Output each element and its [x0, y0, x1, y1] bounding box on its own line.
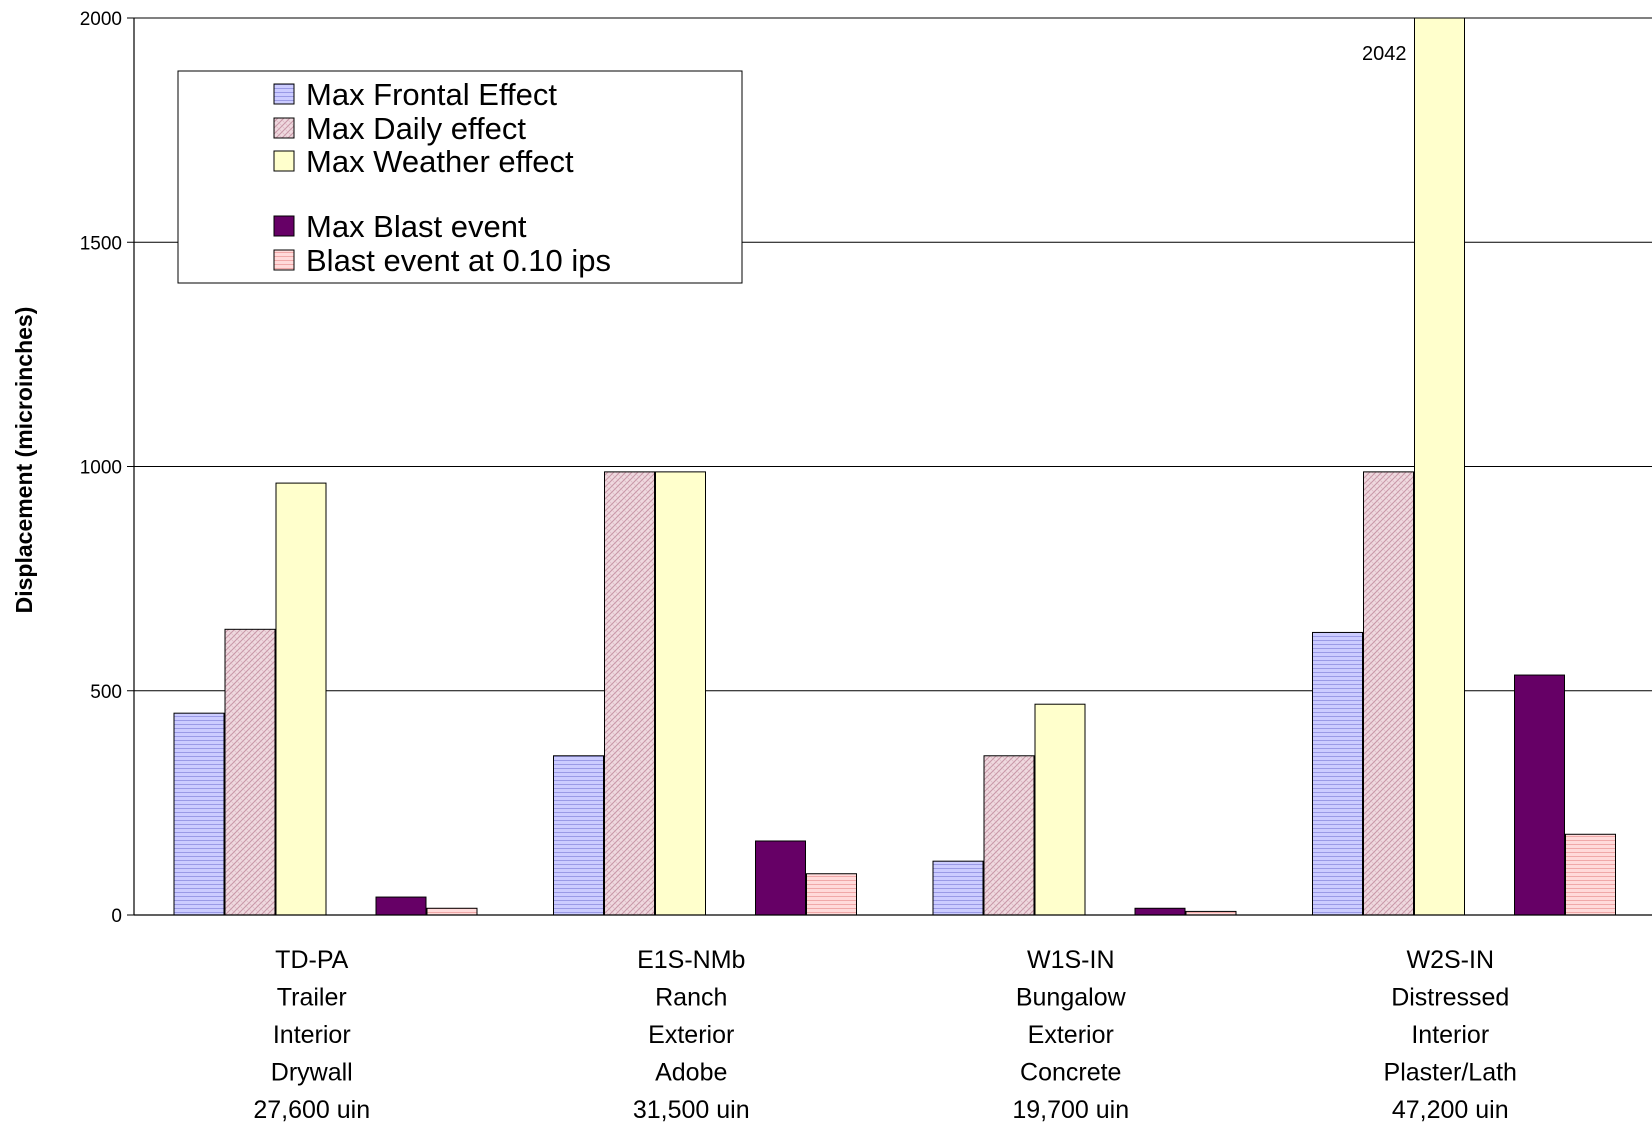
legend-swatch	[273, 215, 295, 237]
category-label: Exterior	[1028, 1021, 1114, 1049]
bar	[426, 907, 478, 916]
category-label: E1S-NMb	[637, 946, 745, 974]
category-label: 31,500 uin	[633, 1096, 750, 1124]
bar	[553, 755, 604, 916]
category-label: W1S-IN	[1027, 946, 1115, 974]
category-label: Ranch	[655, 984, 727, 1012]
data-label: 2042	[1362, 43, 1407, 65]
legend-label: Max Blast event	[306, 209, 527, 244]
legend-label: Max Frontal Effect	[306, 77, 557, 112]
legend-label: Max Daily effect	[306, 111, 526, 146]
bar	[806, 873, 857, 916]
legend-label: Max Weather effect	[306, 144, 574, 179]
y-tick-label: 2000	[80, 9, 122, 30]
category-label: Distressed	[1391, 984, 1509, 1012]
bar	[655, 471, 706, 916]
bar	[1034, 703, 1086, 916]
legend-swatch	[273, 150, 295, 172]
bar	[1312, 631, 1363, 916]
y-tick-label: 1500	[80, 233, 122, 254]
bar	[604, 471, 655, 916]
bar	[1514, 674, 1565, 916]
bar	[1134, 907, 1186, 916]
bar	[173, 712, 225, 916]
category-label: Trailer	[277, 984, 347, 1012]
bar	[1414, 17, 1465, 916]
bar	[1363, 471, 1414, 916]
legend-box	[177, 70, 743, 284]
category-label: W2S-IN	[1407, 946, 1495, 974]
category-label: Drywall	[271, 1059, 353, 1087]
category-label: Interior	[273, 1021, 351, 1049]
bar	[755, 840, 806, 916]
y-tick-label: 500	[90, 682, 122, 703]
category-label: Exterior	[648, 1021, 734, 1049]
legend-swatch	[273, 249, 295, 271]
category-labels: TD-PA Trailer Interior Drywall 27,600 uin E1S…	[253, 946, 1517, 1124]
bar	[224, 628, 276, 916]
bar	[1565, 833, 1616, 916]
bars	[173, 17, 1616, 916]
category-label: 19,700 uin	[1012, 1096, 1129, 1124]
category-label: Bungalow	[1016, 984, 1127, 1012]
category-label: Plaster/Lath	[1384, 1059, 1517, 1087]
category-label: 27,600 uin	[253, 1096, 370, 1124]
y-tick-label: 0	[111, 906, 122, 927]
legend-swatch	[273, 117, 295, 139]
bar	[932, 860, 984, 916]
bar	[983, 755, 1035, 916]
annotations: 2042	[1362, 43, 1407, 65]
y-tick-label: 1000	[80, 458, 122, 479]
legend-swatch	[273, 83, 295, 105]
y-tick-labels: 0 500 1000 1500 2000	[80, 9, 134, 927]
bar	[375, 896, 427, 916]
category-label: 47,200 uin	[1392, 1096, 1509, 1124]
y-axis-label: Displacement (microinches)	[11, 307, 37, 614]
category-label: Interior	[1411, 1021, 1489, 1049]
legend-label: Blast event at 0.10 ips	[306, 243, 611, 278]
category-label: Concrete	[1020, 1059, 1121, 1087]
bar	[275, 482, 327, 916]
category-label: Adobe	[655, 1059, 727, 1087]
category-label: TD-PA	[275, 946, 348, 974]
